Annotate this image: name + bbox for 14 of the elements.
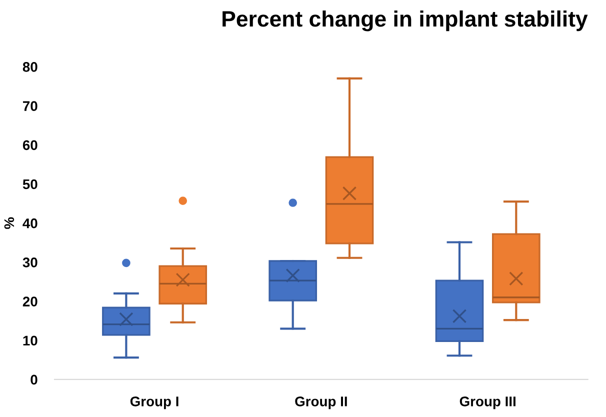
chart-title: Percent change in implant stability — [222, 10, 588, 32]
x-tick-label: Group III — [460, 396, 516, 410]
y-tick-label: 20 — [22, 296, 38, 306]
y-tick-label: 10 — [23, 336, 38, 346]
y-tick-label: 40 — [22, 218, 38, 228]
y-axis-title: % — [4, 217, 14, 229]
x-tick-label: Group I — [130, 396, 178, 410]
y-tick-label: 30 — [22, 258, 38, 268]
y-tick-label: 0 — [30, 374, 38, 385]
y-tick-label: 50 — [22, 179, 38, 190]
x-tick-label: Group II — [295, 396, 347, 410]
y-tick-label: 80 — [22, 62, 38, 72]
y-tick-label: 60 — [22, 140, 38, 150]
y-tick-label: 70 — [23, 101, 38, 111]
